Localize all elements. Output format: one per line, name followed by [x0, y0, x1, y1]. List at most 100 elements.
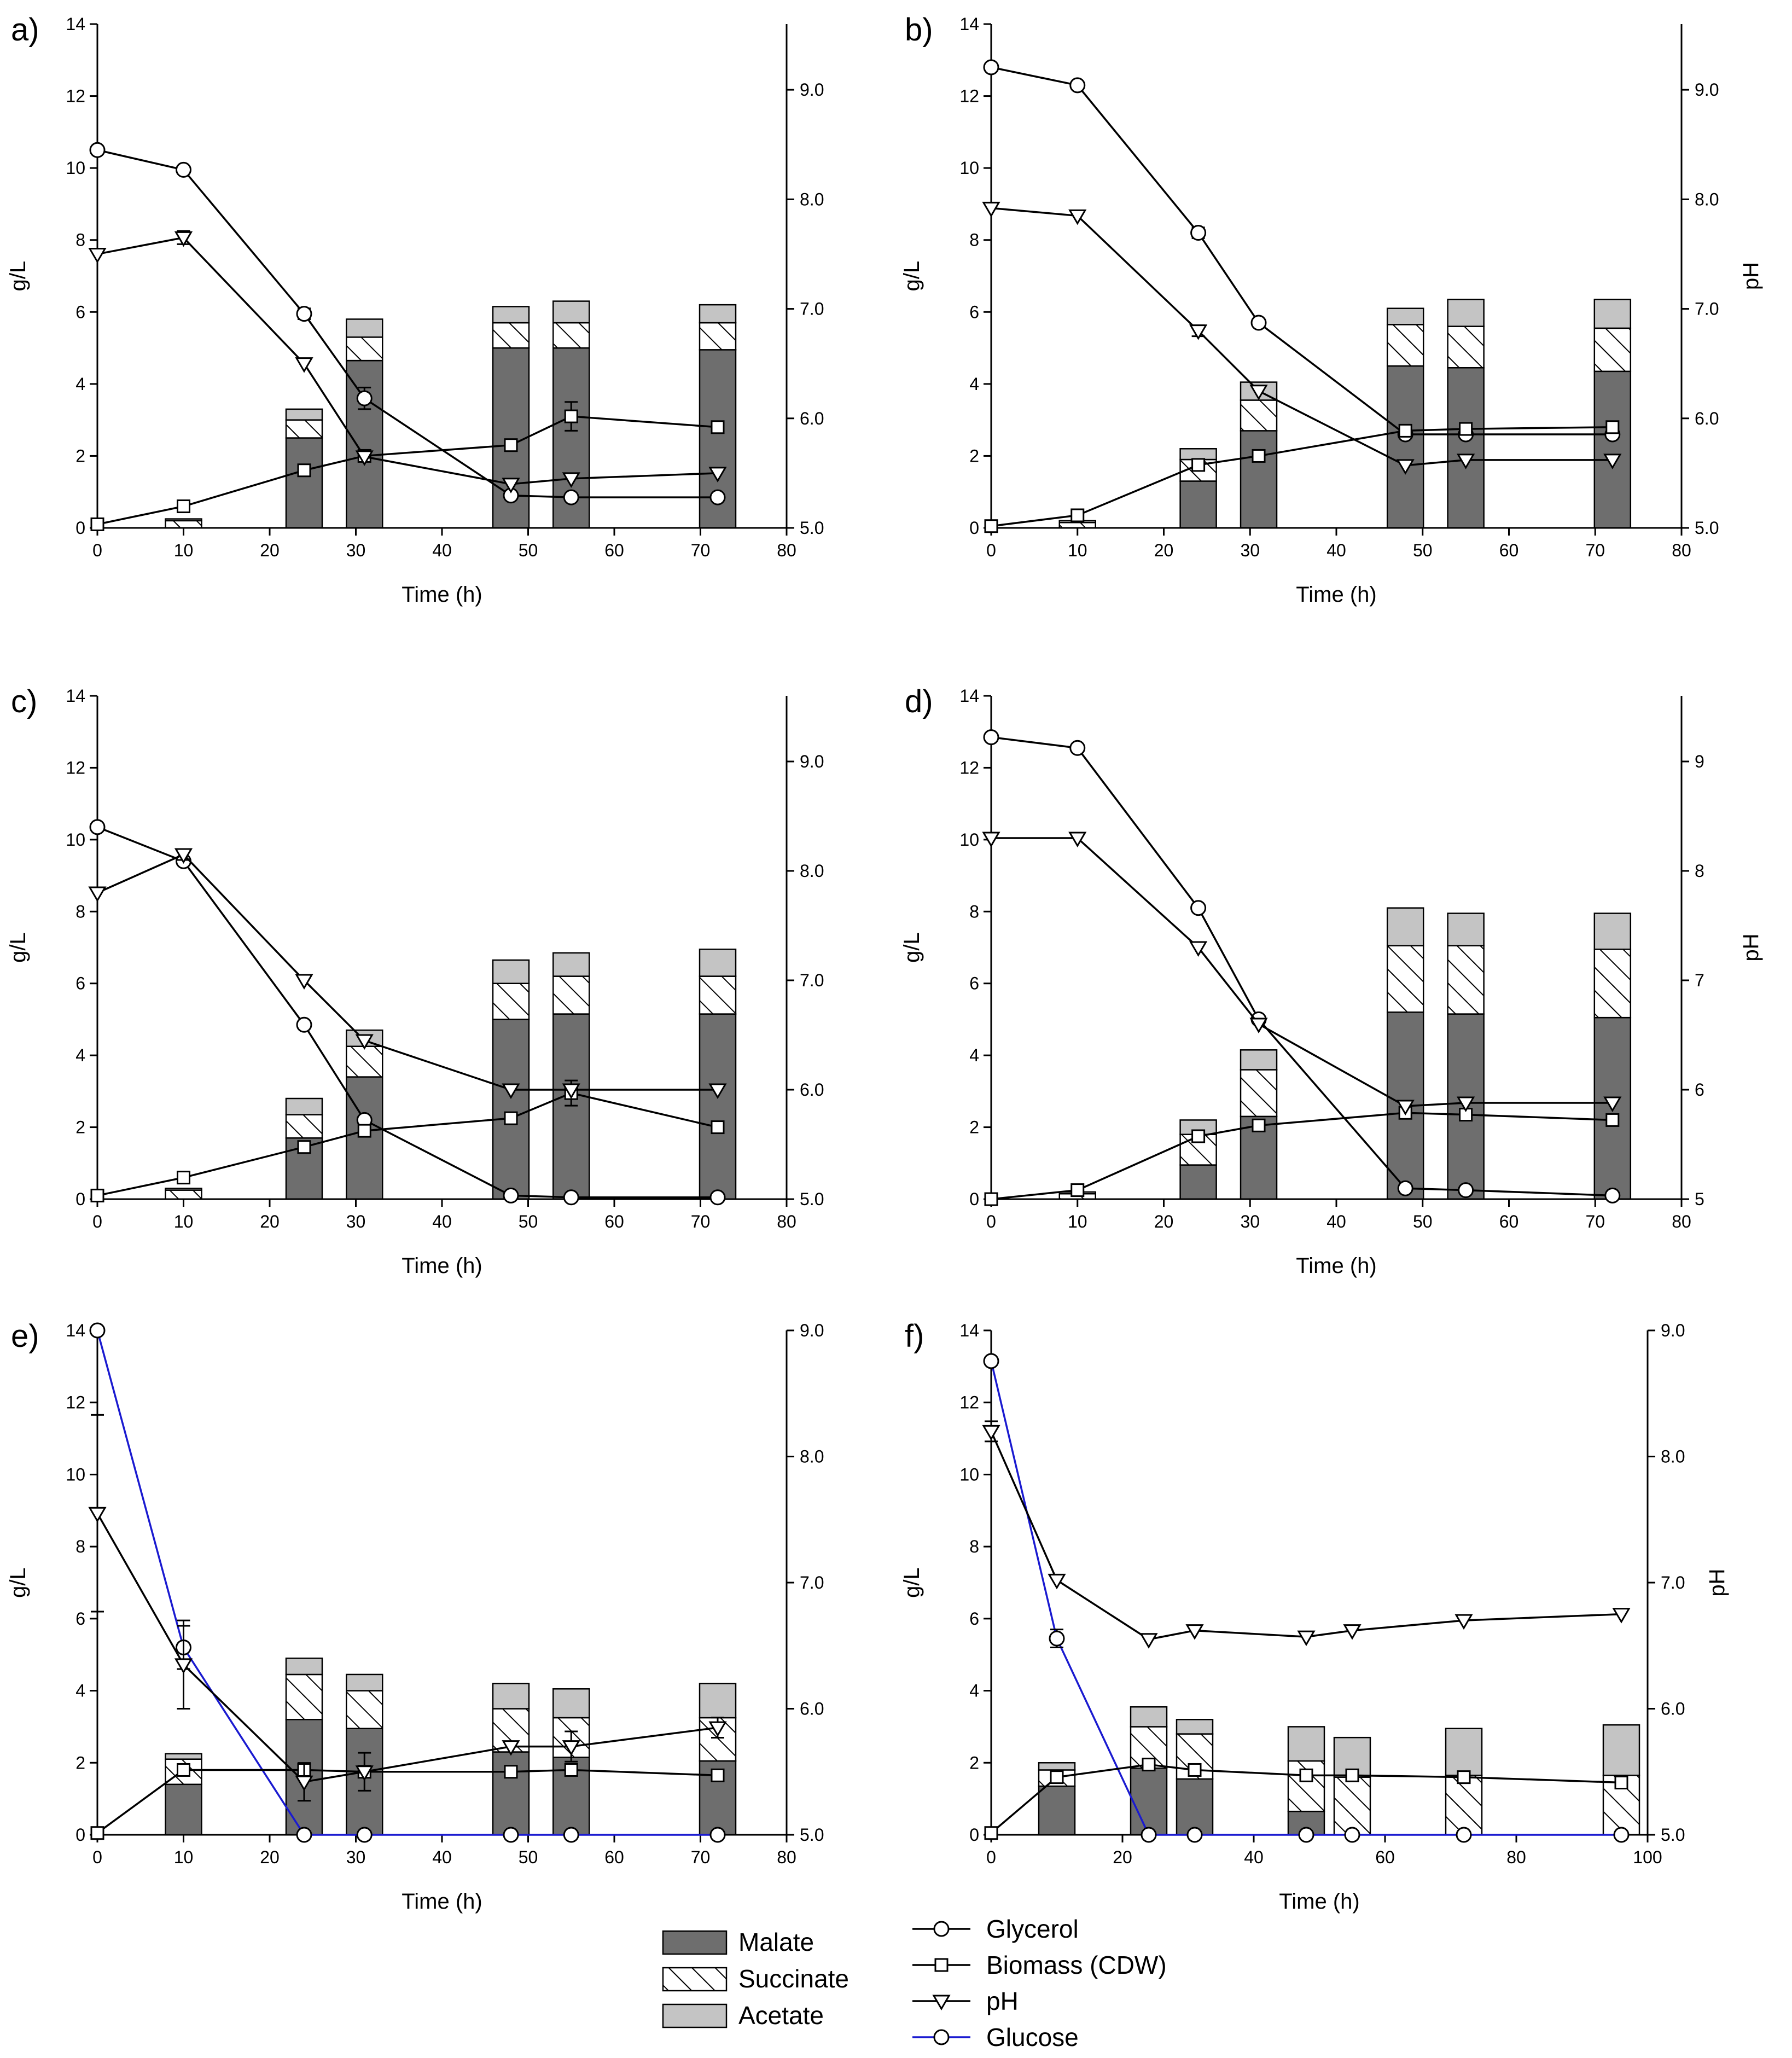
- bar-succinate: [552, 975, 590, 1015]
- y2-tick-label: 7.0: [1661, 1573, 1685, 1592]
- legend-marker-ph: [932, 1995, 951, 2010]
- point-glucose: [709, 1827, 726, 1843]
- y2-tick-label: 5.0: [800, 1825, 824, 1845]
- y-tick-label: 4: [969, 1045, 979, 1065]
- y2-tick-label: 7.0: [800, 299, 824, 319]
- point-biomass: [711, 1120, 725, 1135]
- y-tick-label: 2: [969, 446, 979, 466]
- point-ph: [708, 467, 727, 482]
- y-tick-label: 2: [969, 1118, 979, 1137]
- chart-panel-5: 0 10 20 30 40 50 60 70 80 0 2 4 6 8 10 12 14 5.0 6.0 7.0 8.0…: [6, 1318, 824, 1914]
- bar-succinate: [285, 1673, 323, 1720]
- point-ph: [1454, 1614, 1473, 1630]
- y-tick-label: 14: [959, 686, 979, 706]
- point-ph: [1249, 385, 1268, 400]
- y2-tick-label: 9: [1695, 752, 1704, 771]
- point-glucose: [356, 1827, 373, 1843]
- y2-tick-label: 6: [1695, 1080, 1704, 1100]
- point-ph: [355, 450, 374, 466]
- bar-succinate: [346, 336, 383, 362]
- x-tick-label: 30: [346, 1847, 366, 1867]
- x-tick-label: 60: [1499, 540, 1519, 560]
- x-tick-label: 10: [174, 540, 194, 560]
- y-tick-label: 6: [75, 302, 85, 322]
- x-tick-label: 40: [432, 1212, 452, 1231]
- y-tick-label: 10: [959, 158, 979, 178]
- y2-tick-label: 8.0: [800, 1447, 824, 1467]
- point-glycerol: [1190, 225, 1207, 241]
- x-tick-label: 40: [432, 1847, 452, 1867]
- series-line-ph: [991, 837, 1613, 1107]
- y-tick-label: 6: [969, 302, 979, 322]
- point-glycerol: [983, 729, 999, 746]
- bar-acetate: [1038, 1762, 1076, 1771]
- point-glycerol: [983, 59, 999, 75]
- point-ph: [1189, 941, 1208, 957]
- bar-acetate: [552, 952, 590, 977]
- bar-malate: [1386, 365, 1424, 529]
- point-glycerol: [1250, 315, 1267, 331]
- point-biomass: [504, 1765, 518, 1779]
- y2-tick-label: 7.0: [800, 1573, 824, 1592]
- x-tick-label: 60: [1499, 1212, 1519, 1231]
- x-tick-label: 30: [1240, 1212, 1260, 1231]
- bar-malate: [1240, 430, 1278, 529]
- point-biomass: [984, 1826, 998, 1840]
- x-axis-title: Time (h): [1279, 1890, 1359, 1914]
- point-ph: [1396, 1100, 1415, 1115]
- point-biomass: [1614, 1776, 1628, 1790]
- point-biomass: [297, 1140, 311, 1154]
- point-biomass: [1345, 1768, 1359, 1782]
- point-glycerol: [89, 819, 106, 835]
- point-glucose: [89, 1322, 106, 1339]
- bar-acetate: [1447, 299, 1485, 327]
- point-glucose: [296, 1827, 312, 1843]
- y-tick-label: 4: [969, 1681, 979, 1701]
- point-biomass: [984, 519, 998, 533]
- x-tick-label: 10: [1068, 1212, 1087, 1231]
- x-tick-label: 0: [986, 1212, 996, 1231]
- chart-panel-4: 0 10 20 30 40 50 60 70 80 0 2 4 6 8 10 12 14 5 6 7 8 9 Time (h…: [900, 684, 1763, 1278]
- point-ph: [562, 472, 580, 488]
- point-ph: [1189, 324, 1208, 340]
- bar-acetate: [1593, 299, 1632, 329]
- x-axis-title: Time (h): [1296, 583, 1376, 607]
- x-tick-label: 20: [260, 1212, 280, 1231]
- point-biomass: [504, 1111, 518, 1125]
- x-tick-label: 70: [1585, 1212, 1605, 1231]
- x-tick-label: 50: [1413, 540, 1433, 560]
- y-tick-label: 12: [959, 758, 979, 777]
- x-axis-title: Time (h): [402, 1890, 482, 1914]
- y-tick-label: 6: [969, 974, 979, 993]
- bar-acetate: [552, 1688, 590, 1719]
- y-tick-label: 2: [969, 1753, 979, 1772]
- bar-succinate: [1386, 324, 1424, 367]
- bar-succinate: [346, 1045, 383, 1078]
- point-glycerol: [1190, 900, 1207, 916]
- bar-acetate: [1179, 448, 1217, 461]
- point-glucose: [1456, 1827, 1472, 1843]
- bar-succinate: [1445, 1775, 1483, 1836]
- point-ph: [708, 1721, 727, 1737]
- y-tick-label: 8: [75, 902, 85, 921]
- bar-acetate: [285, 408, 323, 421]
- panel-label: d): [905, 684, 933, 719]
- y-tick-label: 2: [75, 446, 85, 466]
- x-tick-label: 80: [1506, 1847, 1526, 1867]
- bar-acetate: [1287, 1726, 1325, 1762]
- bar-succinate: [1240, 1069, 1278, 1118]
- legend-swatch-succinate: [662, 1967, 728, 1992]
- point-biomass: [564, 409, 578, 423]
- x-tick-label: 80: [1672, 1212, 1691, 1231]
- point-ph: [1139, 1633, 1158, 1649]
- bar-succinate: [1447, 325, 1485, 369]
- point-glycerol: [1397, 1180, 1413, 1196]
- bar-malate: [285, 437, 323, 529]
- bar-acetate: [699, 949, 737, 977]
- point-ph: [1185, 1624, 1204, 1640]
- bar-malate: [1179, 1164, 1217, 1200]
- legend-label-acetate: Acetate: [738, 2001, 824, 2030]
- y-axis-title: g/L: [6, 261, 30, 292]
- series-line-glycerol: [991, 736, 1613, 1197]
- y2-tick-label: 9.0: [1695, 80, 1719, 100]
